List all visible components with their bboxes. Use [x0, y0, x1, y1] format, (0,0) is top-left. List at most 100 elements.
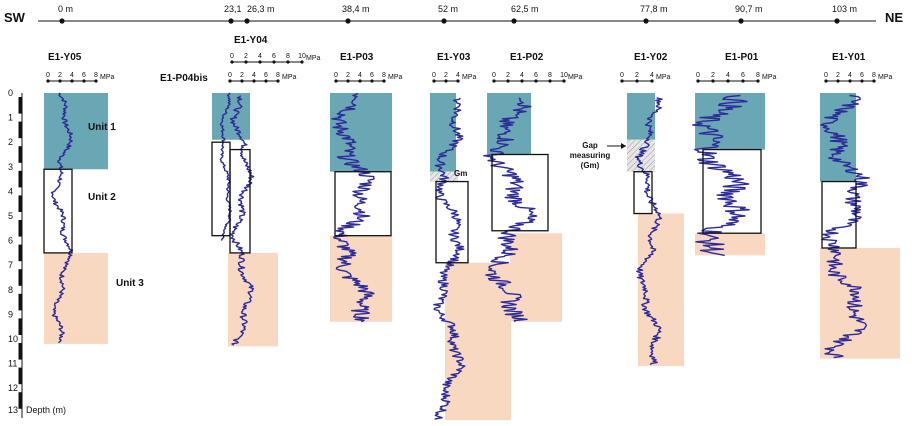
- unit2-box: [821, 180, 857, 249]
- pressure-scale-unit: MPa: [388, 74, 403, 81]
- pressure-scale-label: 6: [534, 72, 538, 79]
- profile-title-e1-p03: E1-P03: [340, 52, 374, 63]
- pressure-scale-label: 8: [872, 72, 876, 79]
- pressure-scale-unit: MPa: [568, 74, 583, 81]
- pressure-scale-tick: [492, 79, 496, 83]
- pressure-scale-label: 6: [741, 72, 745, 79]
- unit2-box: [491, 153, 549, 232]
- depth-label: 1: [8, 113, 13, 123]
- depth-label: 3: [8, 162, 13, 172]
- pressure-scale-tick: [370, 79, 374, 83]
- unit1-label: Unit 1: [88, 122, 116, 133]
- pressure-scale-label: 2: [244, 53, 248, 60]
- pressure-scale-unit: MPa: [306, 55, 321, 62]
- pressure-scale-tick: [860, 79, 864, 83]
- pressure-scale-tick: [58, 79, 62, 83]
- cpt-trace: [483, 97, 538, 323]
- pressure-scale-tick: [756, 79, 760, 83]
- pressure-scale: 0 2 4 6 8 10 MPa: [230, 53, 321, 64]
- gap-note-arrowhead: [621, 143, 626, 149]
- unit1-band: [44, 93, 108, 170]
- distance-label: 77,8 m: [640, 4, 668, 14]
- pressure-scale-tick: [244, 60, 248, 64]
- distance-station-dot: [345, 18, 351, 24]
- cpt-trace: [331, 92, 375, 323]
- cpt-trace: [50, 92, 74, 344]
- cpt-trace: [820, 94, 870, 359]
- pressure-scale-tick: [264, 79, 268, 83]
- pressure-scale-tick: [620, 79, 624, 83]
- distance-station-dot: [244, 18, 250, 24]
- pressure-scale-label: 6: [370, 72, 374, 79]
- pressure-scale-tick: [94, 79, 98, 83]
- pressure-scale-label: 6: [860, 72, 864, 79]
- distance-station-dot: [643, 18, 649, 24]
- profile-title-e1-y02: E1-Y02: [634, 52, 668, 63]
- pressure-scale: 0 2 4 MPa: [432, 72, 477, 83]
- cpt-trace: [634, 97, 663, 366]
- pressure-scale-label: 6: [272, 53, 276, 60]
- pressure-scale-tick: [286, 60, 290, 64]
- pressure-scale-label: 8: [382, 72, 386, 79]
- pressure-scale-tick: [650, 79, 654, 83]
- pressure-scale-label: 4: [650, 72, 654, 79]
- pressure-scale-tick: [872, 79, 876, 83]
- pressure-scale-label: 10: [298, 53, 306, 60]
- depth-label: 2: [8, 137, 13, 147]
- profile-title-e1-y01: E1-Y01: [832, 52, 866, 63]
- profile-title-e1-p01: E1-P01: [725, 52, 759, 63]
- pressure-scale-label: 0: [230, 53, 234, 60]
- pressure-scale-tick: [836, 79, 840, 83]
- pressure-scale: 0 2 4 MPa: [620, 72, 671, 83]
- gap-note-line1: Gap: [582, 141, 598, 150]
- profile-title-e1-y05: E1-Y05: [48, 52, 82, 63]
- depth-label: 6: [8, 236, 13, 246]
- pressure-scale-tick: [444, 79, 448, 83]
- distance-label: 62,5 m: [511, 4, 539, 14]
- unit2-box: [702, 148, 762, 234]
- pressure-scale-tick: [711, 79, 715, 83]
- pressure-scale-tick: [228, 79, 232, 83]
- distance-label: 23,1: [224, 4, 242, 14]
- unit-bands: [44, 93, 900, 421]
- distance-station-dot: [738, 18, 744, 24]
- unit3-band: [228, 252, 278, 347]
- pressure-scale-tick: [432, 79, 436, 83]
- cpt-trace: [692, 94, 750, 257]
- pressure-scale-tick: [506, 79, 510, 83]
- pressure-scale-unit: MPa: [282, 74, 297, 81]
- depth-label: 12: [8, 383, 18, 393]
- pressure-scale-tick: [70, 79, 74, 83]
- pressure-scale-tick: [276, 79, 280, 83]
- depth-label: 9: [8, 309, 13, 319]
- distance-label: 26,3 m: [247, 4, 275, 14]
- pressure-scale-tick: [358, 79, 362, 83]
- pressure-scale-label: 6: [82, 72, 86, 79]
- pressure-scale-label: 8: [94, 72, 98, 79]
- pressure-scale-label: 4: [456, 72, 460, 79]
- distance-axis: SW NE 0 m 23,1 26,3 m 38,4 m 52 m 62,5 m…: [4, 4, 903, 25]
- profile-title-e1-y03: E1-Y03: [437, 52, 471, 63]
- gm-label: Gm: [454, 169, 467, 178]
- cpt-trace: [229, 95, 255, 346]
- pressure-scale: 0 2 4 6 8 MPa: [46, 72, 115, 83]
- depth-label: 13: [8, 405, 18, 415]
- pressure-scale-label: 0: [620, 72, 624, 79]
- pressure-scale-tick: [382, 79, 386, 83]
- distance-station-dot: [228, 18, 234, 24]
- pressure-scale-label: 8: [548, 72, 552, 79]
- pressure-scale-tick: [258, 60, 262, 64]
- pressure-scale: 0 2 4 6 8 MPa: [696, 72, 777, 83]
- pressure-scale-tick: [272, 60, 276, 64]
- pressure-scale-label: 0: [228, 72, 232, 79]
- pressure-scale-label: 0: [696, 72, 700, 79]
- pressure-scale-label: 2: [240, 72, 244, 79]
- pressure-scale-tick: [824, 79, 828, 83]
- unit3-band: [445, 262, 511, 421]
- pressure-scale-label: 2: [711, 72, 715, 79]
- distance-label: 0 m: [58, 4, 73, 14]
- unit1-band: [330, 93, 392, 172]
